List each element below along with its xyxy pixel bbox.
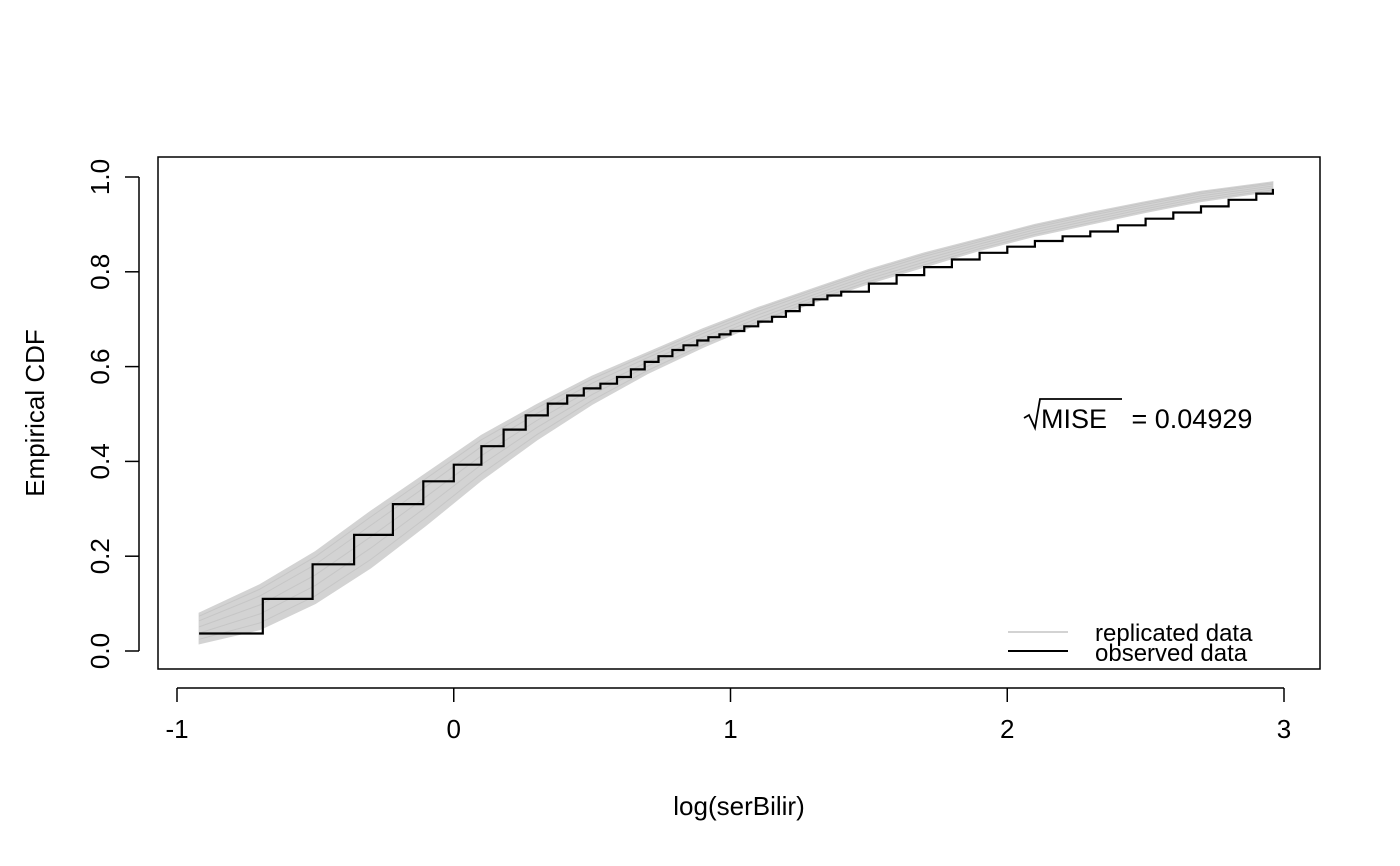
x-axis: -1 0 1 2 3 [165, 687, 1291, 744]
legend: replicated data observed data [1008, 620, 1253, 667]
x-tick-label: -1 [165, 714, 188, 744]
legend-label-observed: observed data [1095, 640, 1248, 667]
observed-step-line [199, 188, 1274, 635]
replicated-line-2 [198, 185, 1273, 628]
y-tick-label: 0.0 [85, 633, 115, 669]
y-tick-label: 1.0 [85, 159, 115, 195]
x-tick-label: 2 [1000, 714, 1014, 744]
x-tick-label: 1 [723, 714, 737, 744]
observed-line-layer [199, 188, 1274, 635]
sqrt-symbol-icon [1023, 398, 1122, 432]
annotation-value: = 0.04929 [1124, 404, 1252, 434]
y-tick-label: 0.4 [85, 443, 115, 479]
x-axis-title: log(serBilir) [673, 791, 804, 821]
replicated-line-1 [198, 187, 1273, 634]
replicated-line-3 [198, 183, 1273, 622]
plot-frame [157, 156, 1321, 670]
x-tick-label: 3 [1277, 714, 1291, 744]
y-axis: 0.0 0.2 0.4 0.6 0.8 1.0 [85, 159, 140, 669]
y-tick-label: 0.2 [85, 538, 115, 574]
legend-label-replicated: replicated data [1095, 620, 1253, 647]
y-axis-title: Empirical CDF [20, 329, 50, 497]
y-tick-label: 0.8 [85, 254, 115, 290]
x-tick-label: 0 [447, 714, 461, 744]
y-tick-label: 0.6 [85, 349, 115, 385]
annotation-label: MISE [1041, 404, 1107, 434]
annotation: MISE = 0.04929 [1023, 398, 1252, 434]
replicated-line-4 [198, 182, 1273, 617]
replicated-band-layer [198, 181, 1274, 645]
